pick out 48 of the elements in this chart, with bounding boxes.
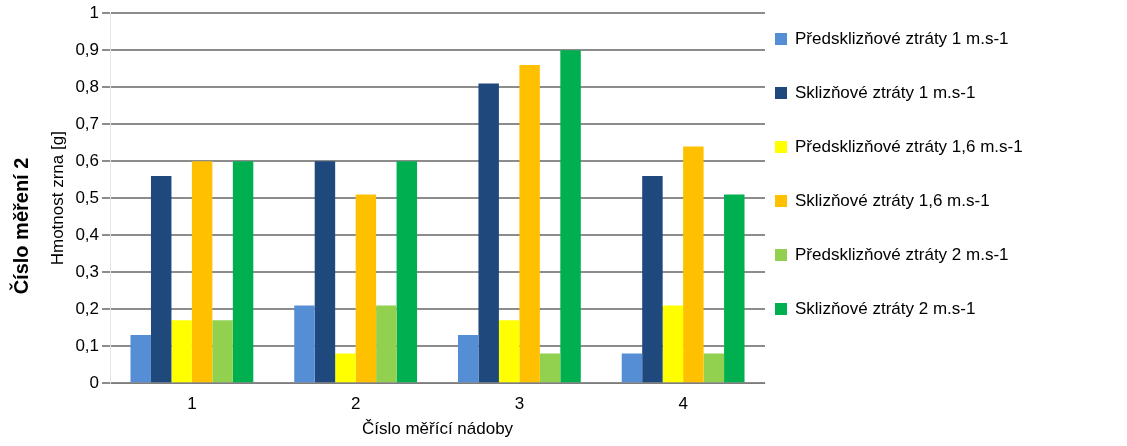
x-tick-label: 1 bbox=[187, 394, 197, 414]
bar bbox=[335, 353, 356, 383]
y-tick-label: 0,3 bbox=[75, 261, 100, 281]
legend-label: Předsklizňové ztráty 1 m.s-1 bbox=[795, 29, 1009, 49]
x-tick-label: 3 bbox=[514, 394, 525, 414]
bar bbox=[212, 320, 233, 383]
bar bbox=[376, 305, 397, 383]
y-tick-label: 0,1 bbox=[75, 335, 100, 355]
text: Číslo měření 2 bbox=[8, 157, 32, 295]
bar bbox=[703, 353, 725, 383]
bar bbox=[150, 176, 172, 383]
y-tick-label: 0,4 bbox=[75, 224, 100, 244]
bar bbox=[683, 146, 704, 383]
bar bbox=[498, 320, 520, 383]
y-tick-label: 0,6 bbox=[75, 150, 100, 170]
bar bbox=[519, 65, 540, 383]
bar bbox=[232, 161, 254, 383]
bar bbox=[171, 320, 192, 383]
y-tick-label: 0,2 bbox=[75, 298, 100, 318]
legend-label: Předsklizňové ztráty 1,6 m.s-1 bbox=[795, 137, 1023, 157]
bar bbox=[457, 335, 479, 383]
y-tick-label: 1 bbox=[89, 2, 100, 22]
x-tick-label: 4 bbox=[678, 394, 688, 414]
bar bbox=[355, 194, 377, 383]
bar bbox=[642, 176, 663, 383]
legend-label: Sklizňové ztráty 1,6 m.s-1 bbox=[795, 191, 990, 211]
bar bbox=[294, 305, 315, 383]
bar bbox=[621, 353, 643, 383]
legend-label: Sklizňové ztráty 1 m.s-1 bbox=[795, 83, 976, 103]
legend-label: Předsklizňové ztráty 2 m.s-1 bbox=[795, 245, 1009, 265]
bar bbox=[314, 161, 336, 383]
y-axis-title: Hmotnost zrna [g] bbox=[47, 131, 67, 266]
x-axis-title: Číslo měřící nádoby bbox=[361, 419, 514, 439]
y-tick-label: 0 bbox=[89, 372, 100, 392]
bar bbox=[396, 161, 418, 383]
y-tick-label: 0,5 bbox=[75, 187, 100, 207]
bar bbox=[478, 83, 499, 383]
bar bbox=[539, 353, 561, 383]
bar bbox=[724, 194, 745, 383]
bar bbox=[560, 50, 581, 383]
bar bbox=[191, 161, 213, 383]
bar bbox=[662, 305, 684, 383]
y-tick-label: 0,7 bbox=[75, 113, 100, 133]
y-tick-label: 0,9 bbox=[75, 39, 100, 59]
bar bbox=[130, 335, 151, 383]
legend-label: Sklizňové ztráty 2 m.s-1 bbox=[795, 299, 976, 319]
y-tick-label: 0,8 bbox=[75, 76, 100, 96]
x-tick-label: 2 bbox=[350, 394, 361, 414]
